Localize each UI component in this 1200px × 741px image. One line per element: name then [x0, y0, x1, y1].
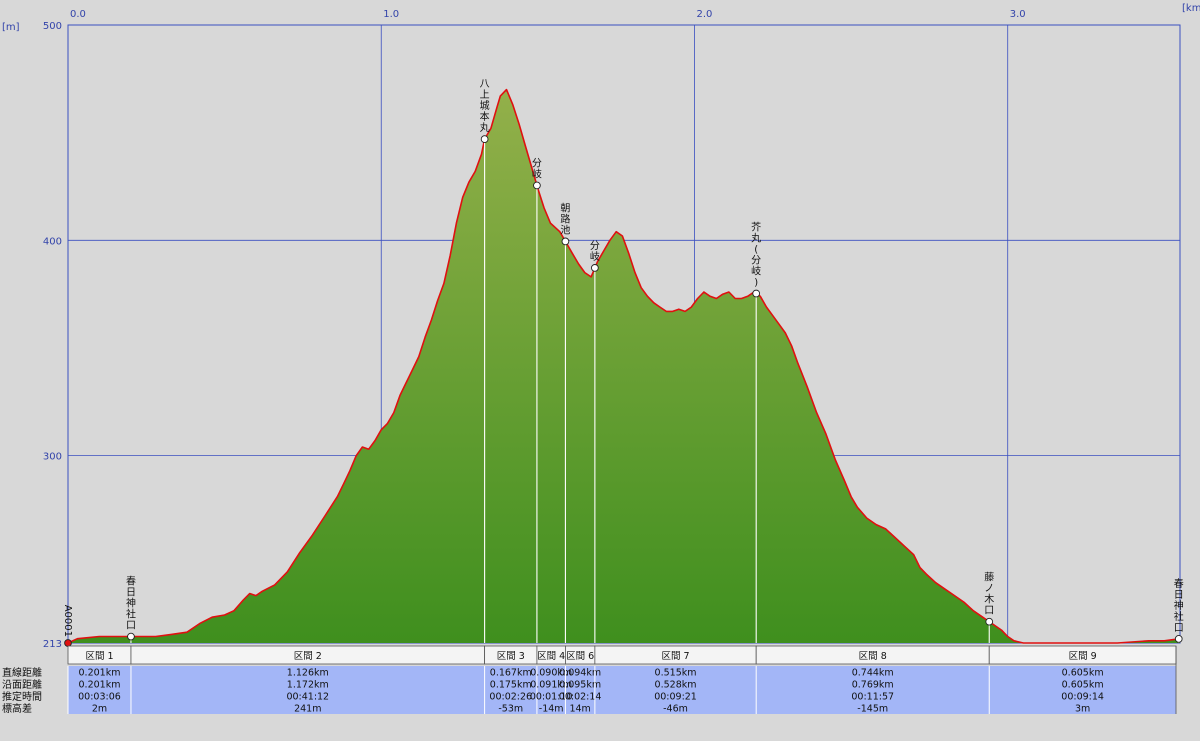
table-row-label: 直線距離 — [2, 666, 42, 679]
y-tick-label: 300 — [43, 452, 62, 463]
x-tick-label: 3.0 — [1010, 9, 1026, 20]
x-unit-label: [km] — [1182, 3, 1200, 14]
table-row-label: 推定時間 — [2, 690, 42, 703]
section-straight-distance: 0.090km — [530, 668, 572, 679]
waypoint-marker — [591, 264, 599, 272]
section-straight-distance: 1.126km — [287, 668, 329, 679]
table-value-bg — [68, 666, 1176, 714]
section-estimated-time: 00:03:06 — [78, 692, 121, 703]
y-tick-label: 213 — [43, 639, 62, 650]
section-elevation-diff: -145m — [857, 704, 888, 715]
section-surface-distance: 0.095km — [559, 680, 601, 691]
section-straight-distance: 0.167km — [490, 668, 532, 679]
table-row-label: 沿面距離 — [2, 678, 42, 691]
waypoint-label: 芥丸(分岐) — [751, 222, 761, 289]
x-tick-label: 0.0 — [70, 9, 86, 20]
section-surface-distance: 0.605km — [1062, 680, 1104, 691]
section-name: 区間 9 — [1069, 651, 1097, 662]
section-surface-distance: 0.091km — [530, 680, 572, 691]
section-elevation-diff: 14m — [569, 704, 590, 715]
waypoint-marker — [561, 237, 570, 246]
waypoint-label: 朝路池 — [560, 202, 570, 236]
section-name: 区間 7 — [661, 651, 689, 662]
section-estimated-time: 00:09:21 — [654, 692, 697, 703]
waypoint-label: 分岐 — [590, 240, 600, 263]
elevation-area — [68, 89, 1180, 644]
section-elevation-diff: -46m — [663, 704, 688, 715]
section-surface-distance: 0.201km — [79, 680, 121, 691]
section-straight-distance: 0.605km — [1062, 668, 1104, 679]
waypoint-marker — [985, 617, 994, 626]
section-name: 区間 2 — [294, 651, 322, 662]
section-name: 区間 1 — [85, 651, 113, 662]
section-estimated-time: 00:11:57 — [851, 692, 894, 703]
section-surface-distance: 1.172km — [287, 680, 329, 691]
waypoint-marker — [64, 639, 72, 647]
section-surface-distance: 0.175km — [490, 680, 532, 691]
section-elevation-diff: -14m — [539, 704, 564, 715]
section-surface-distance: 0.528km — [655, 680, 697, 691]
waypoint-marker — [752, 289, 761, 298]
elevation-line — [67, 88, 1181, 644]
waypoint-label: 藤ノ木口 — [984, 572, 994, 617]
section-name: 区間 3 — [497, 651, 525, 662]
section-estimated-time: 00:41:12 — [286, 692, 329, 703]
waypoint-marker — [480, 135, 489, 143]
y-tick-label: 500 — [43, 21, 62, 32]
waypoint-marker — [1174, 635, 1183, 643]
section-name: 区間 6 — [566, 651, 594, 662]
section-name: 区間 4 — [537, 651, 565, 662]
waypoint-marker — [533, 181, 541, 190]
section-straight-distance: 0.094km — [559, 668, 601, 679]
x-tick-label: 1.0 — [383, 9, 399, 20]
section-estimated-time: 00:01:10 — [530, 692, 573, 703]
waypoint-label: 八上城本丸 — [480, 79, 490, 134]
waypoint-label: 春日神社口 — [1174, 578, 1184, 634]
section-surface-distance: 0.769km — [852, 680, 894, 691]
section-straight-distance: 0.515km — [655, 668, 697, 679]
section-estimated-time: 00:02:26 — [489, 692, 532, 703]
section-straight-distance: 0.201km — [79, 668, 121, 679]
table-row-label: 標高差 — [2, 702, 32, 715]
section-name: 区間 8 — [859, 651, 887, 662]
x-tick-label: 2.0 — [696, 9, 712, 20]
section-elevation-diff: 3m — [1075, 704, 1090, 715]
section-elevation-diff: 241m — [294, 704, 321, 715]
waypoint-label: A0001 — [62, 605, 73, 637]
waypoint-marker — [127, 632, 135, 641]
waypoint-label: 分岐 — [532, 157, 542, 180]
y-unit-label: [m] — [2, 22, 20, 33]
section-estimated-time: 00:09:14 — [1061, 692, 1104, 703]
section-estimated-time: 00:02:14 — [559, 692, 602, 703]
y-tick-label: 400 — [43, 236, 62, 247]
waypoint-label: 春日神社口 — [126, 576, 136, 632]
section-elevation-diff: -53m — [498, 704, 523, 715]
section-straight-distance: 0.744km — [852, 668, 894, 679]
section-elevation-diff: 2m — [92, 704, 107, 715]
